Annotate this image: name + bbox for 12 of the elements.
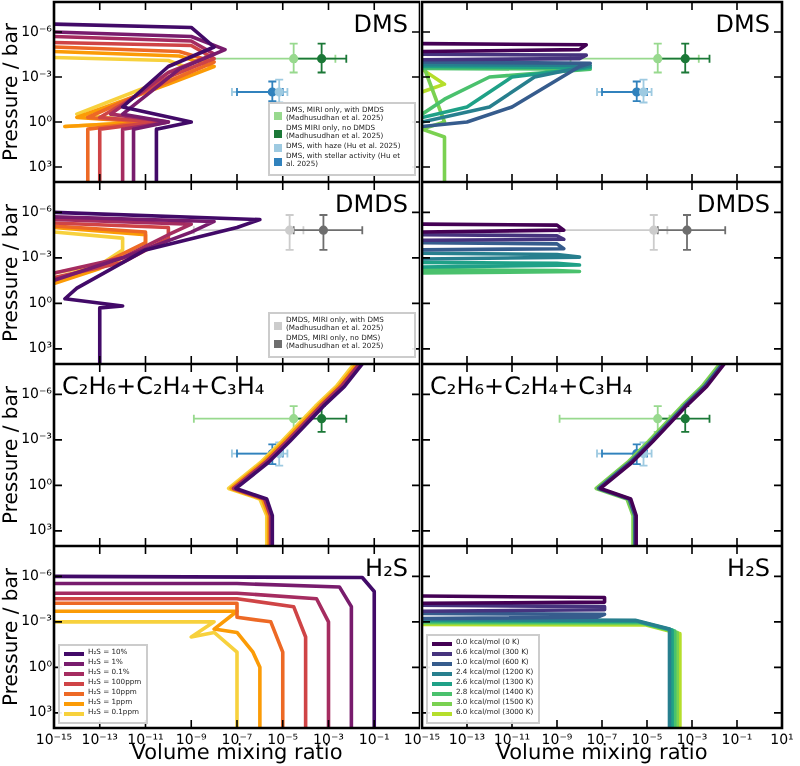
chart-title: C₂H₆+C₂H₄+C₃H₄ [62,372,265,400]
chart-title: DMDS [697,190,770,218]
chart-title: C₂H₆+C₂H₄+C₃H₄ [430,372,633,400]
chart-title: DMS [715,10,770,38]
chart-title: DMDS [335,190,408,218]
chart-title: H₂S [365,554,408,582]
y-axis-title: Pressure / bar [1,202,24,343]
y-axis-title: Pressure / bar [1,384,24,525]
y-axis-title: Pressure / bar [1,566,24,707]
y-axis-title: Pressure / bar [1,21,24,162]
chart-title: DMS [353,10,408,38]
chart-title: H₂S [727,554,770,582]
